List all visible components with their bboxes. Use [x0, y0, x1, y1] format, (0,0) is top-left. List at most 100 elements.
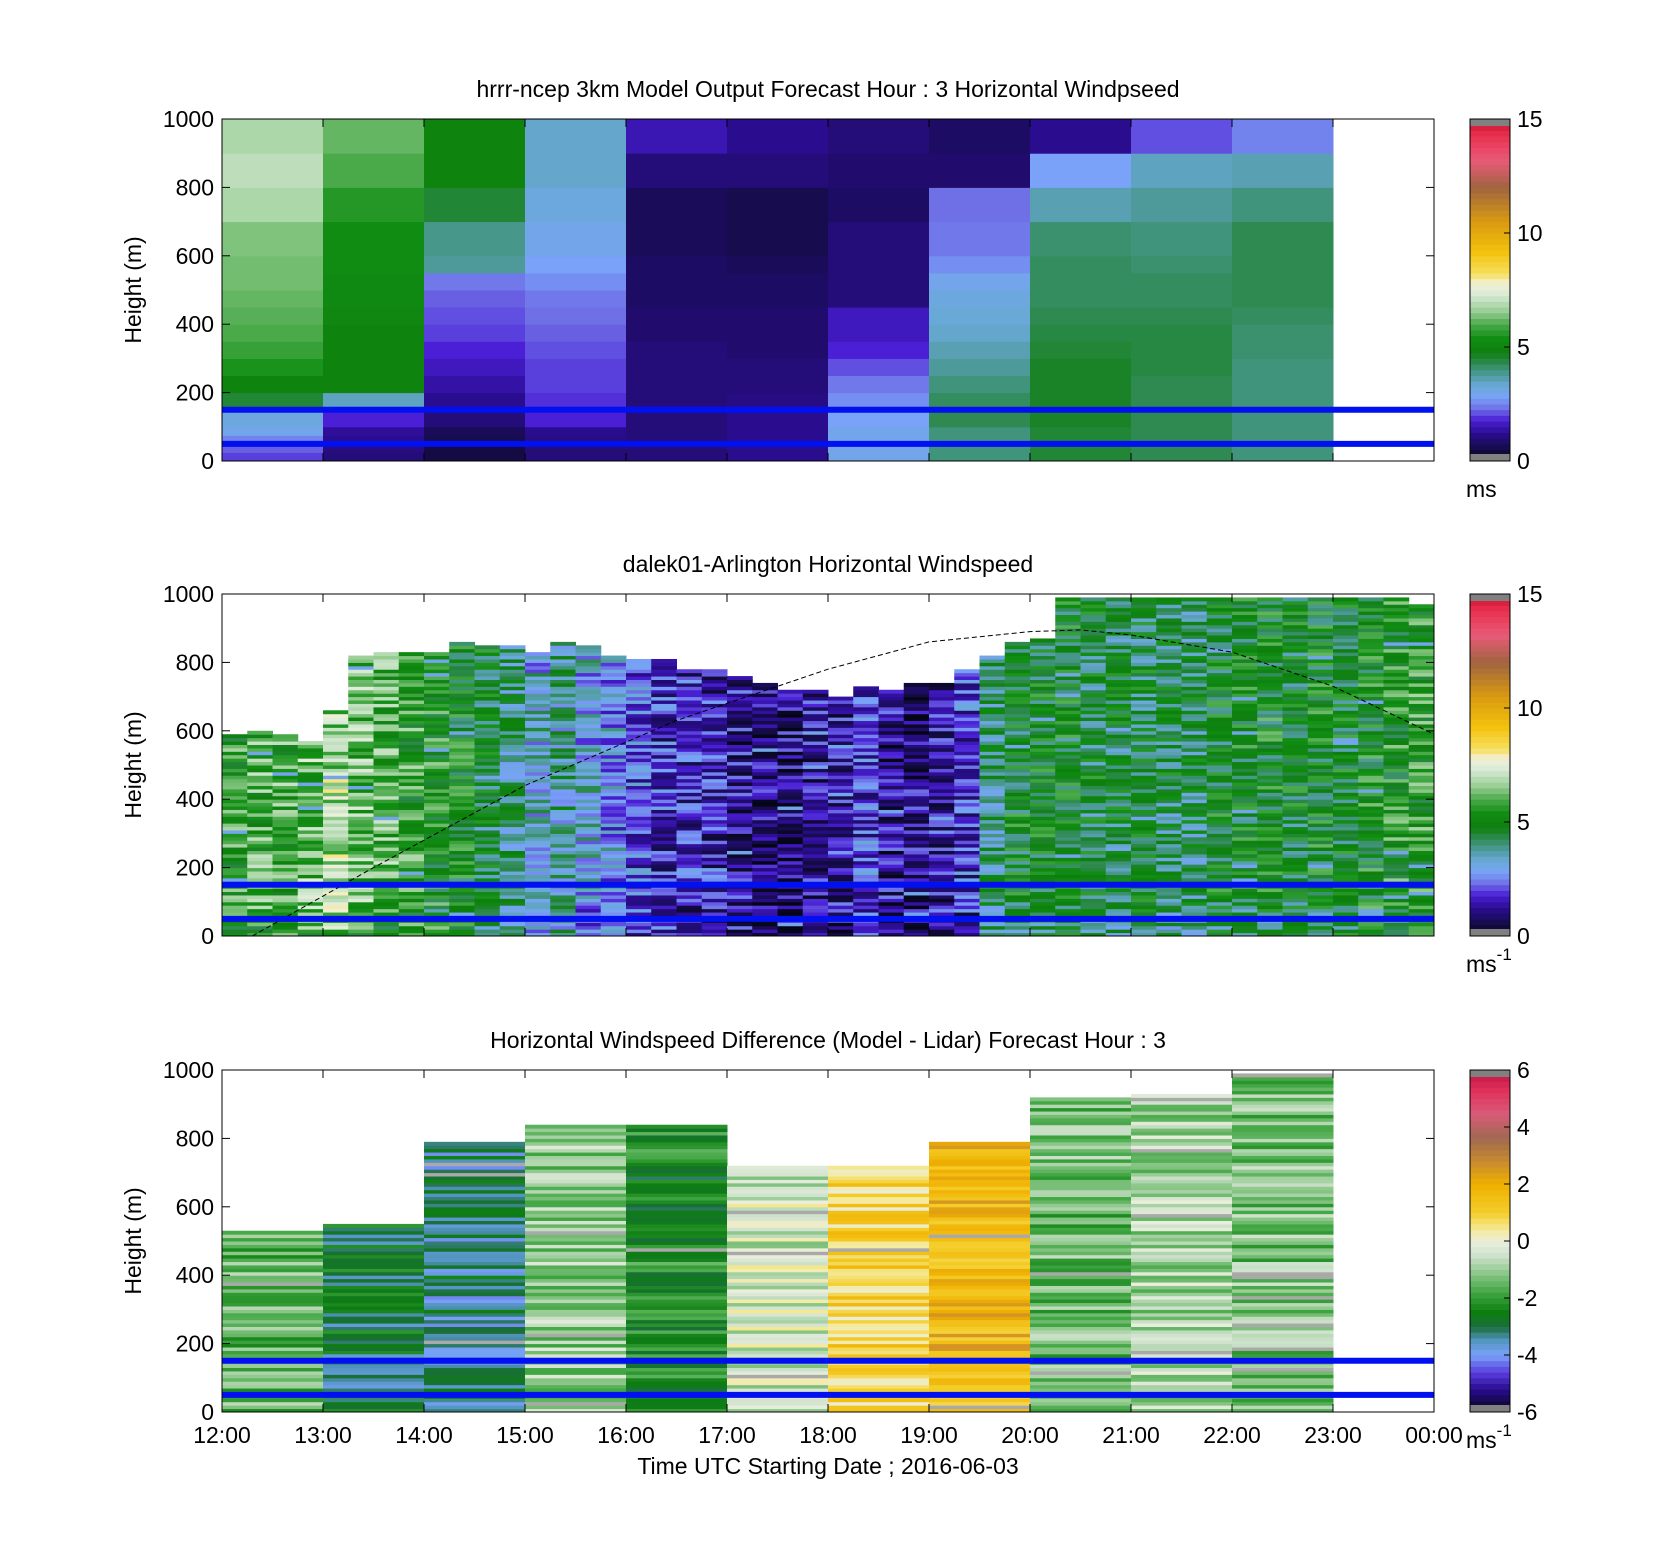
heatmap-cell: [626, 782, 652, 787]
heatmap-cell: [828, 741, 854, 745]
heatmap-cell: [1333, 700, 1359, 704]
heatmap-cell: [1257, 600, 1283, 605]
heatmap-cell: [1055, 703, 1081, 708]
heatmap-cell: [1181, 771, 1208, 776]
heatmap-cell: [550, 641, 576, 646]
heatmap-cell: [1408, 720, 1435, 725]
heatmap-cell: [954, 850, 980, 855]
heatmap-cell: [1257, 730, 1283, 735]
heatmap-cell: [853, 713, 879, 718]
heatmap-cell: [1282, 782, 1309, 787]
heatmap-cell: [676, 747, 703, 752]
heatmap-cell: [626, 1268, 728, 1273]
heatmap-cell: [272, 754, 299, 759]
heatmap-cell: [398, 802, 425, 807]
heatmap-cell: [626, 1172, 728, 1177]
heatmap-cell: [1030, 833, 1056, 838]
heatmap-cell: [525, 1302, 627, 1307]
heatmap-cell: [802, 809, 829, 814]
heatmap-cell: [676, 706, 703, 711]
heatmap-cell: [424, 932, 450, 937]
heatmap-cell: [752, 693, 778, 698]
heatmap-cell: [727, 1329, 829, 1334]
heatmap-cell: [323, 744, 349, 749]
heatmap-cell: [1333, 922, 1359, 927]
heatmap-cell: [929, 871, 955, 875]
heatmap-cell: [878, 710, 905, 715]
heatmap-cell: [1307, 628, 1334, 633]
heatmap-cell: [853, 843, 879, 848]
heatmap-cell: [398, 696, 425, 701]
heatmap-cell: [1206, 782, 1233, 787]
heatmap-cell: [1181, 829, 1208, 834]
heatmap-cell: [828, 1282, 930, 1286]
heatmap-cell: [1004, 929, 1031, 934]
heatmap-cell: [525, 1206, 627, 1211]
heatmap-cell: [676, 703, 703, 708]
heatmap-cell: [1105, 676, 1132, 680]
heatmap-cell: [474, 737, 501, 742]
heatmap-cell: [525, 860, 551, 865]
heatmap-cell: [777, 720, 804, 725]
heatmap-cell: [297, 847, 324, 851]
heatmap-cell: [1333, 665, 1359, 670]
heatmap-cell: [272, 888, 299, 893]
colorbar-swatch: [1470, 799, 1510, 806]
heatmap-cell: [1206, 758, 1233, 763]
heatmap-cell: [979, 908, 1006, 913]
heatmap-cell: [1030, 153, 1132, 188]
heatmap-cell: [449, 833, 475, 838]
heatmap-cell: [979, 864, 1006, 869]
heatmap-cell: [626, 847, 652, 851]
heatmap-cell: [499, 662, 526, 667]
heatmap-cell: [1105, 682, 1132, 687]
heatmap-cell: [979, 871, 1006, 875]
heatmap-cell: [323, 1247, 425, 1252]
heatmap-cell: [929, 768, 955, 773]
colorbar-swatch: [1470, 386, 1510, 394]
heatmap-cell: [727, 1199, 829, 1204]
heatmap-cell: [474, 754, 501, 759]
heatmap-cell: [424, 713, 450, 718]
heatmap-cell: [979, 679, 1006, 684]
heatmap-cell: [626, 272, 728, 291]
heatmap-cell: [1004, 806, 1031, 810]
heatmap-cell: [272, 809, 299, 814]
colorbar-swatch: [1470, 770, 1510, 777]
heatmap-cell: [1383, 888, 1410, 893]
heatmap-cell: [828, 847, 854, 851]
heatmap-cell: [1232, 672, 1258, 677]
heatmap-cell: [752, 905, 778, 910]
heatmap-cell: [1358, 809, 1384, 814]
heatmap-cell: [323, 1282, 425, 1286]
heatmap-cell: [575, 765, 602, 769]
heatmap-cell: [853, 871, 879, 875]
heatmap-cell: [626, 785, 652, 790]
heatmap-cell: [828, 1176, 930, 1180]
heatmap-cell: [1080, 658, 1107, 663]
heatmap-cell: [348, 819, 374, 824]
heatmap-cell: [575, 843, 602, 848]
heatmap-cell: [272, 758, 299, 763]
heatmap-cell: [348, 676, 374, 680]
heatmap-cell: [600, 765, 627, 769]
heatmap-cell: [222, 1234, 324, 1239]
heatmap-cell: [550, 720, 576, 725]
heatmap-cell: [424, 1398, 526, 1403]
heatmap-cell: [323, 1258, 425, 1263]
heatmap-cell: [1206, 754, 1233, 759]
heatmap-cell: [626, 1223, 728, 1228]
heatmap-cell: [626, 1312, 728, 1317]
heatmap-cell: [727, 1244, 829, 1249]
heatmap-cell: [1232, 761, 1258, 766]
heatmap-cell: [626, 877, 652, 882]
heatmap-cell: [1257, 672, 1283, 677]
heatmap-cell: [929, 912, 955, 916]
heatmap-cell: [1358, 867, 1384, 872]
heatmap-cell: [474, 788, 501, 793]
heatmap-cell: [1358, 816, 1384, 821]
heatmap-cell: [1156, 795, 1182, 800]
heatmap-cell: [297, 775, 324, 780]
heatmap-cell: [525, 857, 551, 862]
heatmap-cell: [1080, 682, 1107, 687]
